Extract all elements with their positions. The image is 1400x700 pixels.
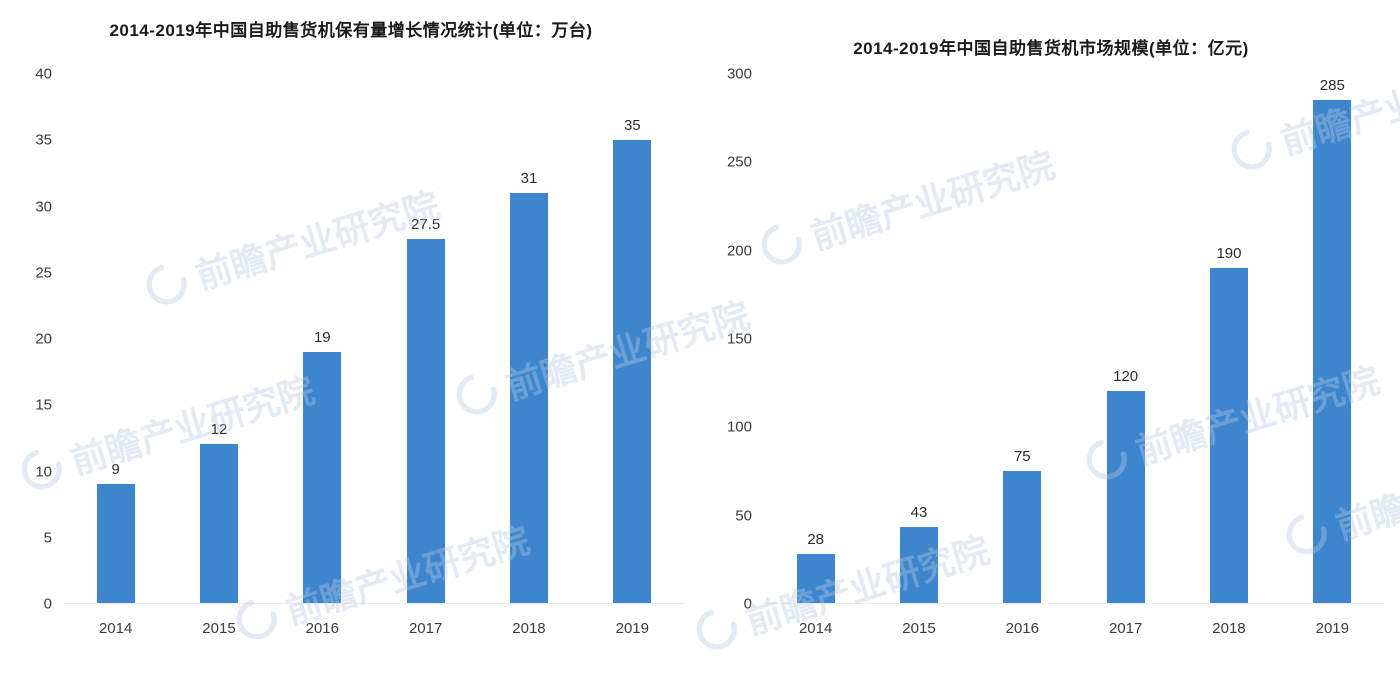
bar-slot: 9 [64,74,167,603]
bar-slot: 31 [477,74,580,603]
chart-vending-machine-holdings: 2014-2019年中国自助售货机保有量增长情况统计(单位：万台) 0 5 10 15… [18,21,684,637]
y-axis-tick-label: 20 [35,330,52,348]
x-axis-tick-label: 2015 [202,620,236,637]
bars-area: 9 12 19 27.5 31 35 [64,74,684,604]
x-axis-tick-label: 2017 [1108,620,1143,637]
chart-title: 2014-2019年中国自助售货机保有量增长情况统计(单位：万台) [109,21,593,40]
bar [613,140,652,603]
bar-slot: 285 [1281,74,1384,603]
x-axis-row: 2014 2015 2016 2017 2018 2019 [764,604,1384,637]
chart-title: 2014-2019年中国自助售货机市场规模(单位：亿元) [853,39,1249,58]
x-axis-tick-label: 2018 [1212,620,1246,637]
bar-value-label: 120 [1113,368,1139,386]
y-axis-tick-label: 100 [726,418,752,436]
x-axis-tick-label: 2016 [305,620,339,637]
x-axis-row: 2014 2015 2016 2017 2018 2019 [64,604,684,637]
bar [899,527,938,603]
bar [199,444,238,603]
y-axis: 0 5 10 15 20 25 30 35 40 [18,66,64,613]
bar-value-label: 19 [313,328,331,346]
bar-value-label: 285 [1319,77,1345,95]
y-axis-tick-label: 10 [35,463,52,480]
bar-slot: 120 [1074,74,1177,603]
bar [1313,100,1352,603]
bar-slot: 19 [271,74,374,603]
bar-slot: 43 [867,74,970,603]
bar [303,351,342,603]
y-axis-tick-label: 150 [726,330,752,348]
x-axis-tick-label: 2017 [408,620,443,637]
y-axis-tick-label: 200 [726,242,752,260]
bar-value-label: 9 [111,460,120,478]
bar [796,553,835,603]
bar-value-label: 35 [623,117,641,135]
bar [1003,470,1042,603]
x-axis-tick-label: 2016 [1005,620,1039,637]
bar-slot: 28 [764,74,867,603]
bar-chart-plot: 0 5 10 15 20 25 30 35 40 9 12 19 27.5 31 35 [18,66,684,613]
y-axis-tick-label: 50 [735,507,752,525]
bar-value-label: 190 [1216,244,1242,262]
bar-slot: 35 [581,74,684,603]
bar-chart-plot: 0 50 100 150 200 250 300 28 43 75 120 190 285 [718,66,1384,613]
y-axis-tick-label: 35 [35,131,52,149]
y-axis-tick-label: 15 [35,396,52,414]
y-axis-tick-label: 250 [726,153,752,171]
bar-slot: 75 [971,74,1074,603]
bar [406,239,445,603]
x-axis-tick-label: 2015 [902,620,936,637]
bar [509,193,548,603]
x-axis-tick-label: 2019 [1315,620,1349,637]
y-axis-tick-label: 300 [726,65,752,83]
bar-value-label: 12 [210,421,228,439]
y-axis-tick-label: 5 [43,529,52,547]
bar-value-label: 75 [1013,447,1031,465]
bar-value-label: 31 [520,170,538,188]
y-axis-tick-label: 25 [35,264,52,282]
x-axis-tick-label: 2014 [798,620,833,637]
x-axis-tick-label: 2019 [615,620,649,637]
bar-slot: 190 [1177,74,1280,603]
y-axis-tick-label: 0 [743,595,752,613]
bar-value-label: 27.5 [411,216,441,234]
bar-value-label: 28 [807,530,824,548]
x-axis-tick-label: 2014 [98,620,133,637]
bar [1106,391,1145,603]
y-axis-tick-label: 30 [35,198,52,215]
x-axis-tick-label: 2018 [512,620,546,637]
bar [96,483,135,603]
y-axis-tick-label: 40 [35,65,52,83]
bar [1209,267,1248,603]
y-axis-tick-label: 0 [43,595,52,613]
bar-value-label: 43 [910,504,928,522]
bars-area: 28 43 75 120 190 285 [764,74,1384,604]
bar-slot: 27.5 [374,74,477,603]
bar-slot: 12 [167,74,270,603]
chart-vending-machine-market-size: 2014-2019年中国自助售货机市场规模(单位：亿元) 0 50 100 150 20… [700,0,1400,700]
y-axis: 0 50 100 150 200 250 300 [718,66,764,613]
